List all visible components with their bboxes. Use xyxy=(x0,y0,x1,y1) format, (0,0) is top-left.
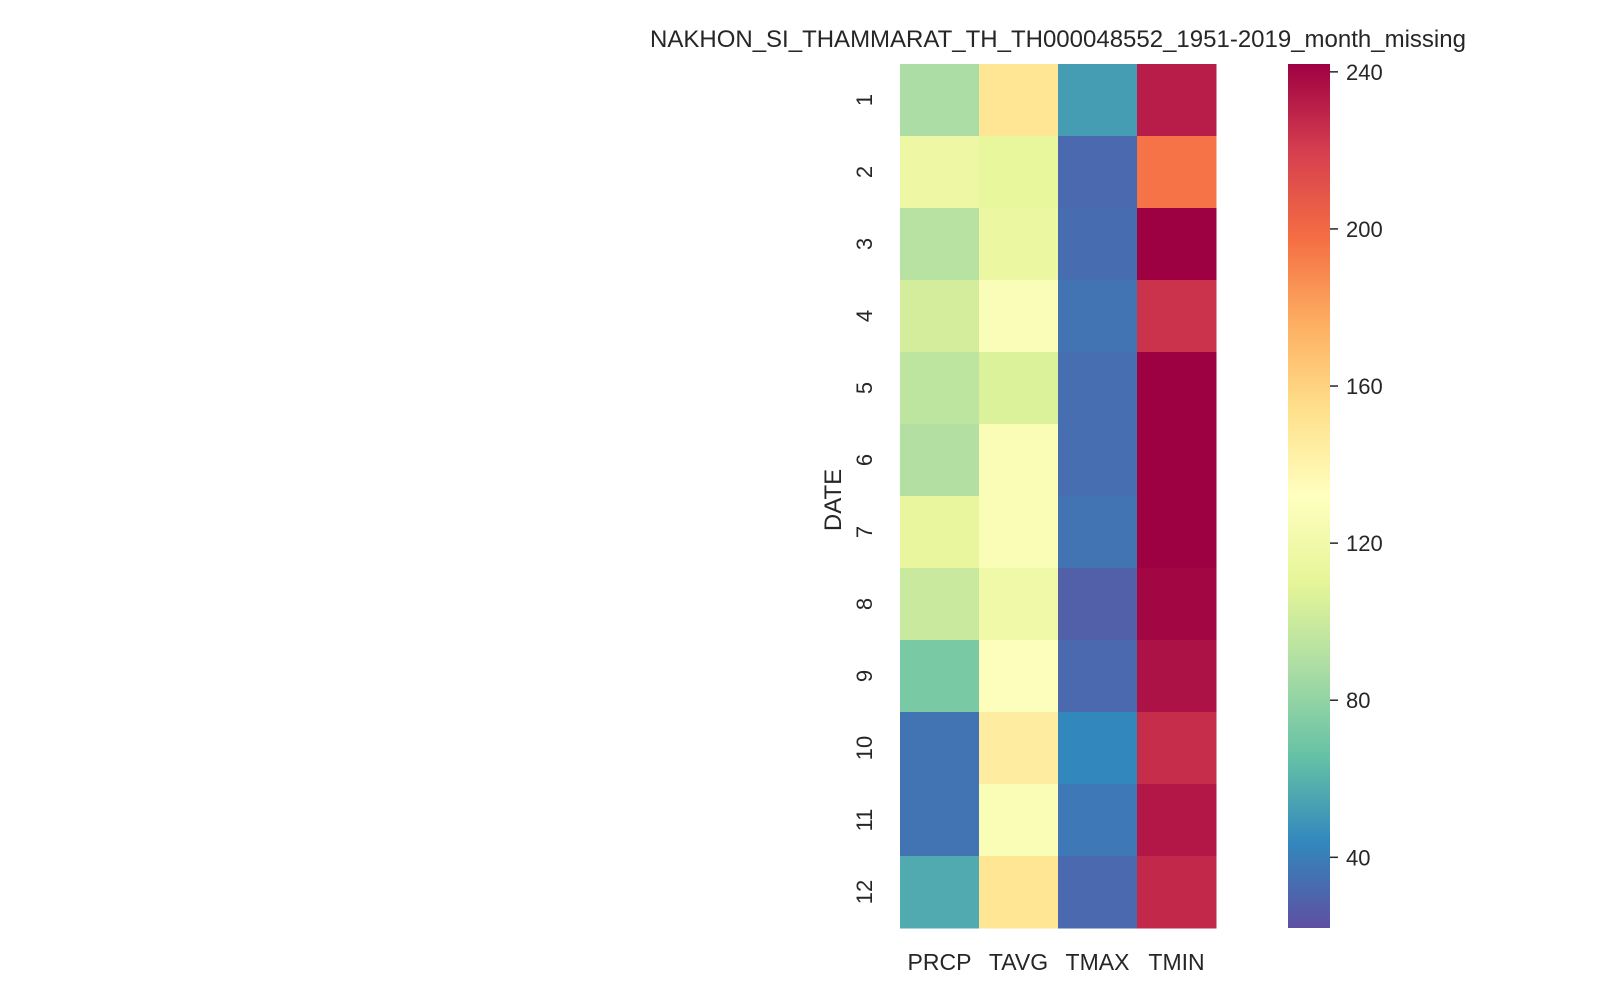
heatmap-cell xyxy=(979,208,1059,281)
row-tick-label: 11 xyxy=(852,809,877,832)
colorbar-tick-label: 80 xyxy=(1346,688,1370,713)
colorbar-tick-label: 160 xyxy=(1346,374,1383,399)
heatmap-cell xyxy=(979,352,1059,425)
column-tick-label: TAVG xyxy=(989,949,1048,975)
heatmap-cell xyxy=(1058,784,1138,857)
heatmap-cell xyxy=(1137,352,1217,425)
row-tick-label: 3 xyxy=(852,238,877,250)
heatmap-cell xyxy=(1058,712,1138,785)
heatmap-cell xyxy=(900,64,980,137)
heatmap-cell xyxy=(1137,64,1217,137)
heatmap-cell xyxy=(1058,424,1138,497)
heatmap-cell xyxy=(900,568,980,641)
heatmap-cell xyxy=(979,640,1059,713)
heatmap-cell xyxy=(979,856,1059,929)
row-tick-label: 10 xyxy=(852,736,877,760)
y-axis-label: DATE xyxy=(820,469,847,531)
heatmap-cell xyxy=(900,424,980,497)
colorbar: 40 80 120 160 200 240 xyxy=(1288,60,1383,928)
colorbar-tick-label: 240 xyxy=(1346,60,1383,85)
heatmap-cell xyxy=(1058,568,1138,641)
heatmap-cell xyxy=(900,280,980,353)
column-tick-labels: PRCP TAVG TMAX TMIN xyxy=(908,949,1205,975)
heatmap-cell xyxy=(979,424,1059,497)
heatmap-cell xyxy=(1137,280,1217,353)
heatmap-cell xyxy=(1058,136,1138,209)
heatmap-cell xyxy=(1137,208,1217,281)
heatmap-cells xyxy=(900,64,1217,929)
heatmap-cell xyxy=(900,352,980,425)
column-tick-label: TMAX xyxy=(1066,949,1130,975)
heatmap-cell xyxy=(900,640,980,713)
heatmap-cell xyxy=(1058,640,1138,713)
row-tick-label: 12 xyxy=(852,880,877,904)
colorbar-tick-label: 40 xyxy=(1346,845,1370,870)
heatmap-cell xyxy=(979,280,1059,353)
heatmap-cell xyxy=(1058,280,1138,353)
heatmap-cell xyxy=(1137,496,1217,569)
row-tick-label: 8 xyxy=(852,598,877,610)
heatmap-cell xyxy=(979,64,1059,137)
heatmap-cell xyxy=(1058,64,1138,137)
row-tick-label: 5 xyxy=(852,382,877,394)
heatmap-cell xyxy=(979,136,1059,209)
colorbar-gradient xyxy=(1288,64,1330,928)
heatmap-cell xyxy=(1137,712,1217,785)
heatmap-cell xyxy=(1058,352,1138,425)
heatmap-cell xyxy=(900,856,980,929)
heatmap-cell xyxy=(900,208,980,281)
heatmap-cell xyxy=(1058,496,1138,569)
colorbar-tick-label: 200 xyxy=(1346,217,1383,242)
heatmap-cell xyxy=(1137,856,1217,929)
heatmap-cell xyxy=(979,784,1059,857)
heatmap-cell xyxy=(900,784,980,857)
colorbar-ticks: 40 80 120 160 200 240 xyxy=(1330,60,1383,870)
column-tick-label: TMIN xyxy=(1148,949,1204,975)
row-tick-label: 9 xyxy=(852,670,877,682)
heatmap-cell xyxy=(900,712,980,785)
heatmap-cell xyxy=(900,496,980,569)
heatmap-cell xyxy=(1137,568,1217,641)
heatmap-cell xyxy=(1137,640,1217,713)
row-tick-label: 4 xyxy=(852,310,877,322)
heatmap-cell xyxy=(979,568,1059,641)
heatmap-cell xyxy=(900,136,980,209)
heatmap-cell xyxy=(1137,424,1217,497)
column-tick-label: PRCP xyxy=(908,949,972,975)
heatmap-cell xyxy=(1137,784,1217,857)
row-tick-label: 1 xyxy=(852,94,877,106)
chart-title: NAKHON_SI_THAMMARAT_TH_TH000048552_1951-… xyxy=(650,26,1466,53)
heatmap-cell xyxy=(979,712,1059,785)
row-tick-label: 6 xyxy=(852,454,877,466)
row-tick-label: 2 xyxy=(852,166,877,178)
heatmap-cell xyxy=(1058,208,1138,281)
row-tick-label: 7 xyxy=(852,526,877,538)
colorbar-tick-label: 120 xyxy=(1346,531,1383,556)
heatmap-cell xyxy=(979,496,1059,569)
heatmap-cell xyxy=(1137,136,1217,209)
heatmap-cell xyxy=(1058,856,1138,929)
